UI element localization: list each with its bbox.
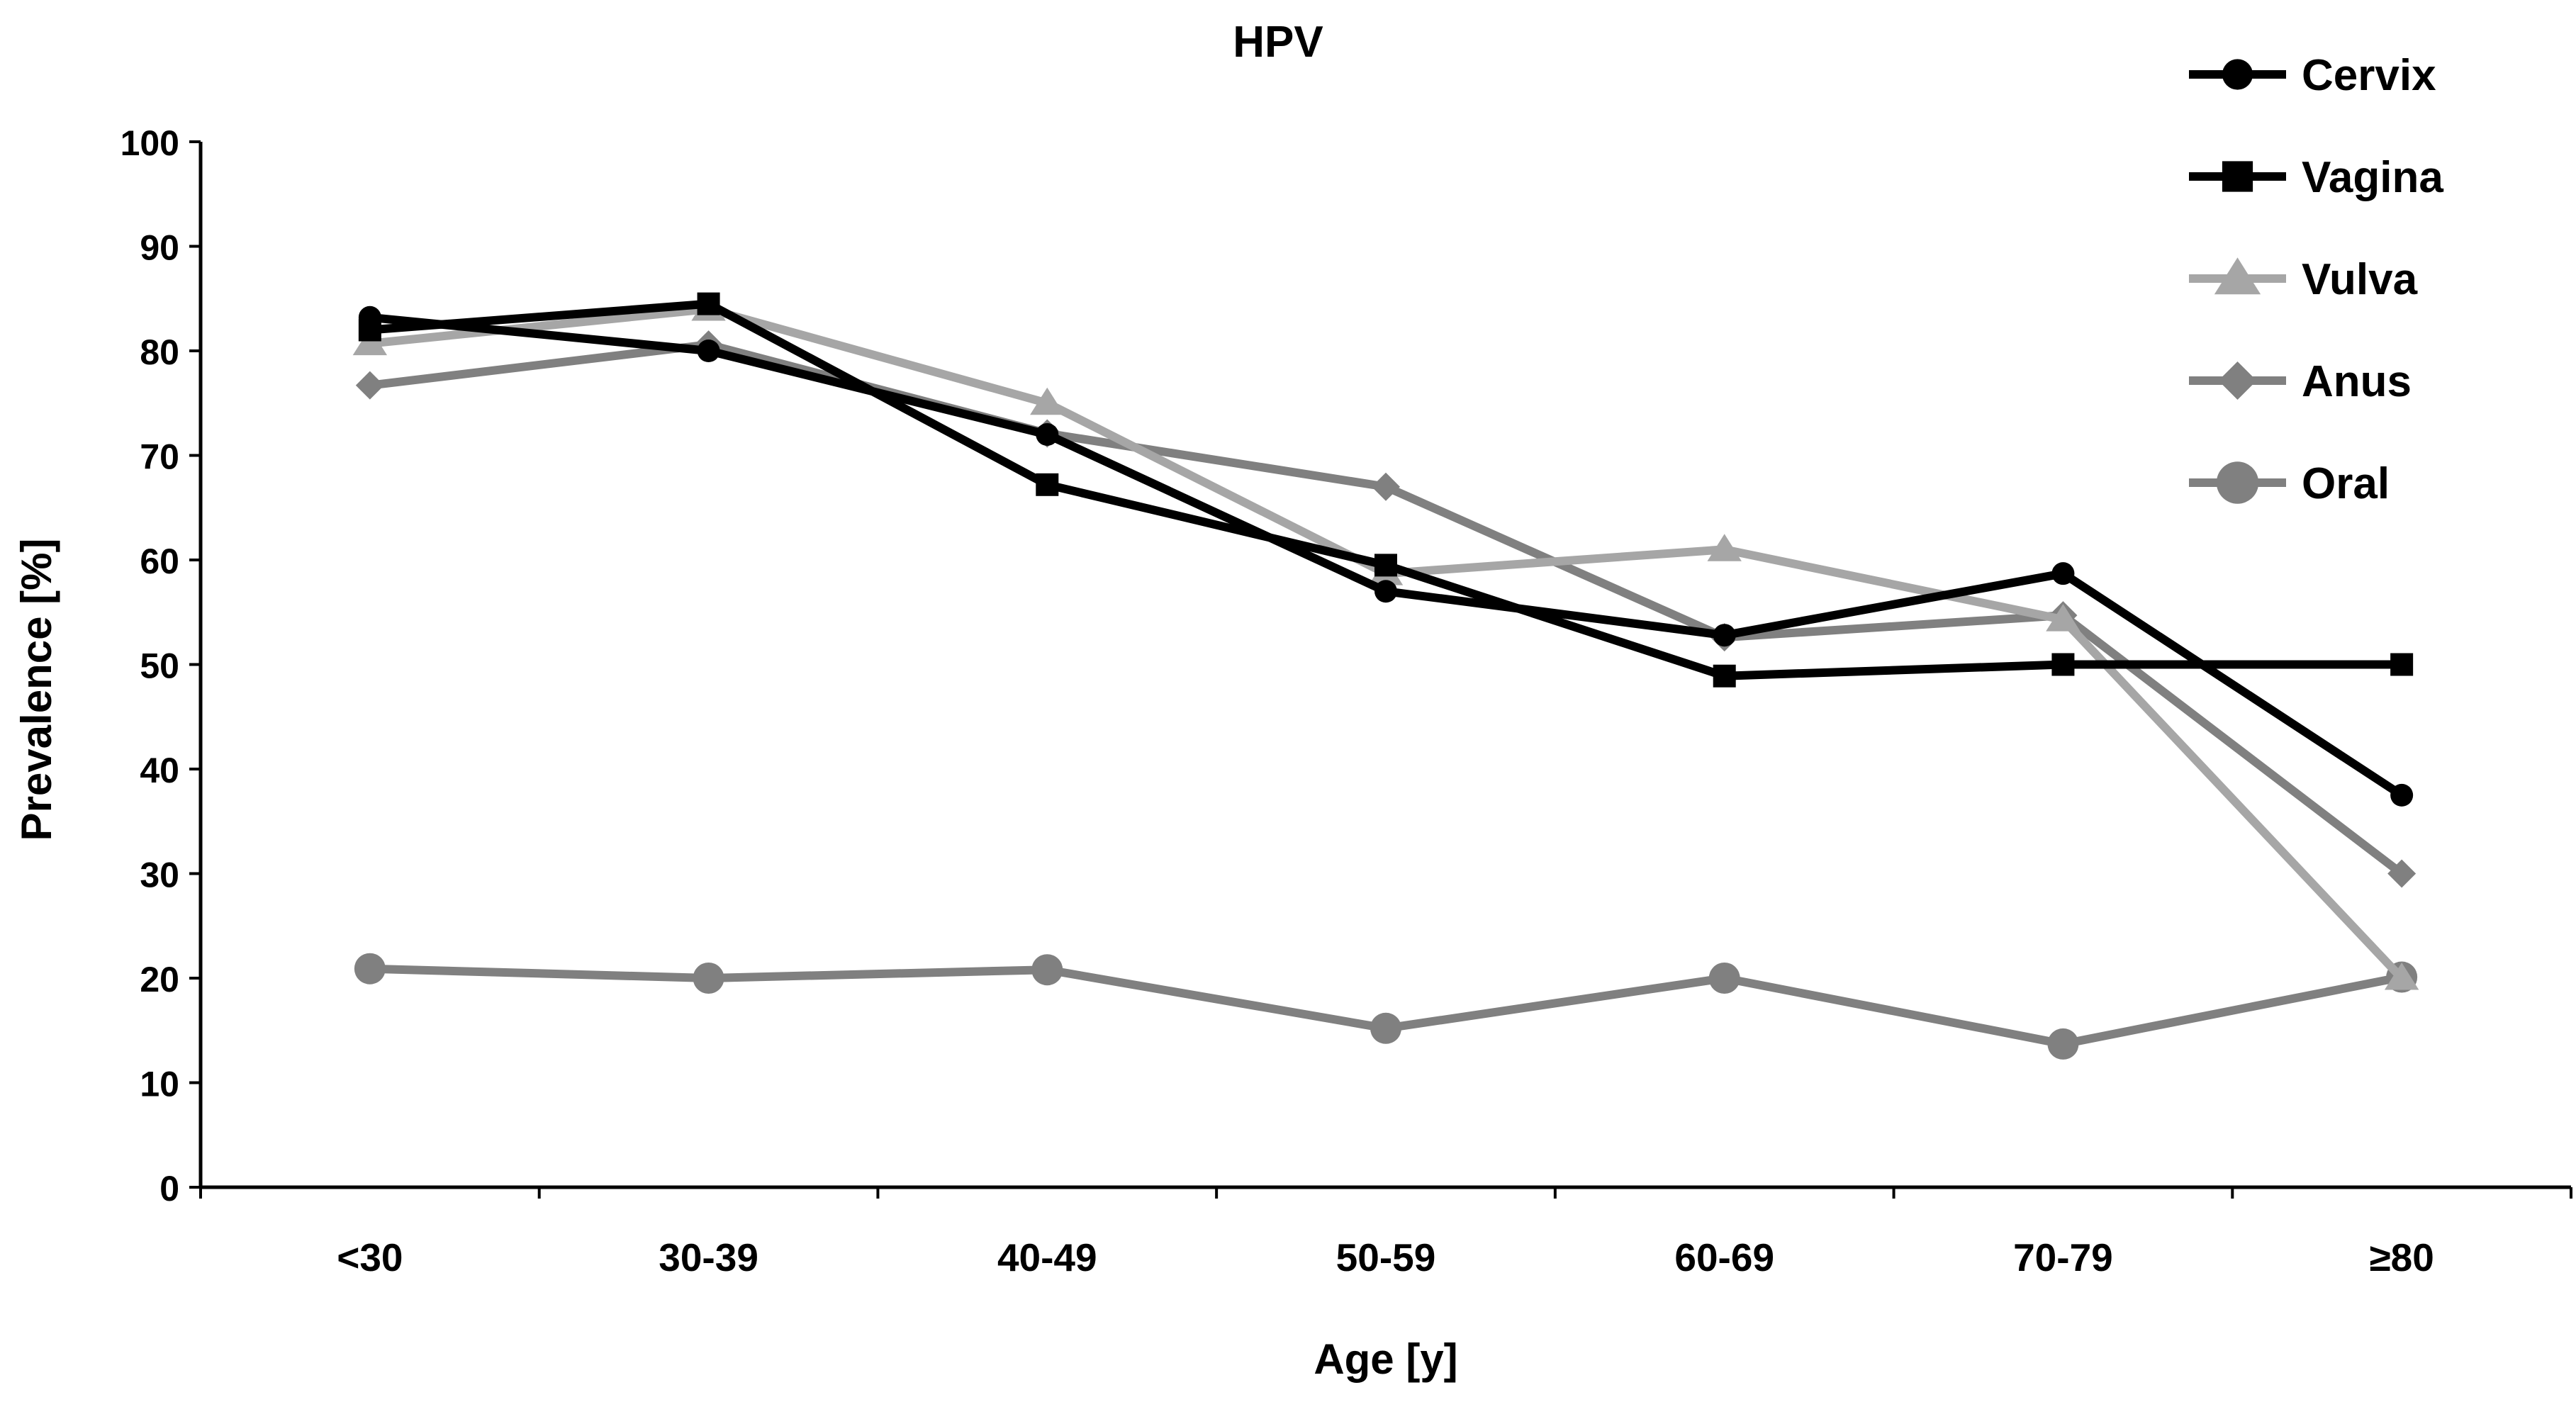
data-point-cervix <box>697 340 720 362</box>
data-point-vagina <box>2390 653 2414 676</box>
legend-label: Vagina <box>2302 153 2443 202</box>
series-vagina <box>358 292 2414 688</box>
x-axis-label: Age [y] <box>1314 1335 1457 1383</box>
x-tick-label: ≥80 <box>2369 1235 2434 1279</box>
data-point-cervix <box>1374 580 1397 603</box>
legend-item-vagina: Vagina <box>2189 153 2443 202</box>
legend-marker-anus <box>2218 361 2257 400</box>
y-tick-label: 60 <box>140 542 179 581</box>
legend-marker-vagina <box>2222 161 2253 192</box>
y-axis-label: Prevalence [%] <box>13 539 60 841</box>
data-point-oral <box>1031 954 1063 986</box>
data-point-anus <box>355 371 384 400</box>
y-tick-label: 80 <box>140 332 179 372</box>
legend-item-cervix: Cervix <box>2189 51 2436 100</box>
x-tick-label: 30-39 <box>659 1235 758 1279</box>
legend-item-anus: Anus <box>2189 357 2412 406</box>
legend-item-oral: Oral <box>2189 459 2390 508</box>
y-tick-label: 0 <box>159 1169 179 1208</box>
legend-label: Anus <box>2302 357 2412 406</box>
data-point-cervix <box>1713 624 1736 647</box>
y-tick-label: 50 <box>140 646 179 686</box>
series-oral <box>354 953 2418 1060</box>
legend-label: Cervix <box>2302 51 2436 100</box>
legend-marker-cervix <box>2222 59 2253 90</box>
data-point-vulva <box>352 327 388 356</box>
data-point-cervix <box>1036 423 1059 446</box>
legend-marker-vulva <box>2214 257 2261 295</box>
data-point-cervix <box>358 305 381 329</box>
legend: Cervix Vagina Vulva Anus Oral <box>2189 51 2443 508</box>
data-point-anus <box>1372 472 1400 501</box>
y-tick-label: 10 <box>140 1065 179 1104</box>
data-point-cervix <box>2390 783 2414 807</box>
data-point-vagina <box>1036 473 1059 496</box>
x-tick-label: 50-59 <box>1336 1235 1436 1279</box>
data-point-vagina <box>2051 653 2075 676</box>
series-layer <box>352 292 2419 1060</box>
x-tick-label: 70-79 <box>2013 1235 2113 1279</box>
y-tick-label: 100 <box>121 123 179 163</box>
series-cervix <box>358 305 2414 807</box>
data-point-vagina <box>1713 664 1736 688</box>
data-point-vagina <box>697 292 720 315</box>
data-point-vulva <box>2384 963 2419 990</box>
y-tick-label: 40 <box>140 751 179 790</box>
series-anus <box>355 330 2417 888</box>
series-vulva <box>352 293 2419 990</box>
data-point-anus <box>2387 859 2417 888</box>
series-line-anus <box>369 340 2404 877</box>
legend-item-vulva: Vulva <box>2189 255 2418 304</box>
data-point-vagina <box>1374 554 1397 577</box>
y-tick-label: 20 <box>140 960 179 999</box>
axes: 0 10 20 30 40 50 60 70 80 90 100 <30 30-39 40-49 50-59… <box>121 123 2572 1279</box>
legend-label: Oral <box>2302 459 2390 508</box>
data-point-oral <box>354 953 386 985</box>
data-point-vulva <box>1030 387 1065 415</box>
legend-marker-oral <box>2216 461 2259 504</box>
data-point-cervix <box>2051 562 2075 585</box>
data-point-oral <box>2047 1028 2079 1060</box>
x-tick-label: 40-49 <box>997 1235 1097 1279</box>
x-tick-label: <30 <box>337 1235 403 1279</box>
x-tick-label: 60-69 <box>1674 1235 1774 1279</box>
data-point-oral <box>1370 1012 1401 1044</box>
y-tick-label: 30 <box>140 856 179 895</box>
y-tick-label: 70 <box>140 437 179 477</box>
chart-title: HPV <box>1233 18 1323 67</box>
data-point-vulva <box>1707 534 1742 561</box>
data-point-vulva <box>2046 604 2081 632</box>
data-point-oral <box>693 963 724 994</box>
data-point-oral <box>1708 963 1740 994</box>
legend-label: Vulva <box>2302 255 2418 304</box>
y-tick-label: 90 <box>140 228 179 268</box>
